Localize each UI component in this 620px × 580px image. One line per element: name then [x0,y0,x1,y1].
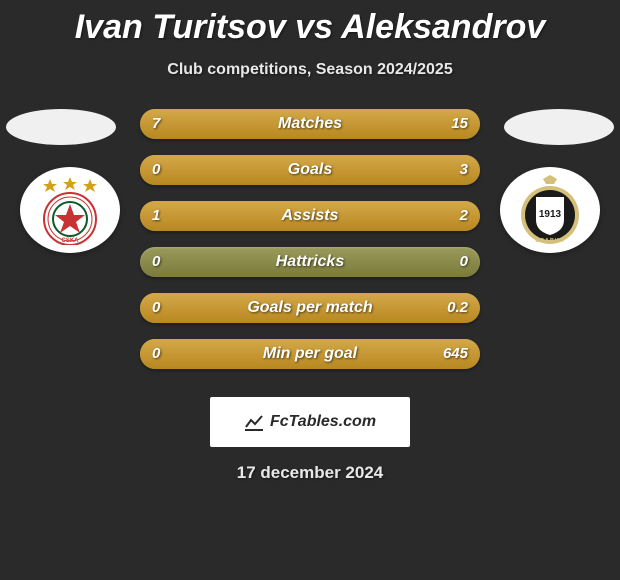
slavia-crest-icon: 1913 СЛАВИЯ [510,175,590,245]
stat-label: Hattricks [140,247,480,277]
svg-text:CSKA: CSKA [61,238,79,244]
stat-label: Assists [140,201,480,231]
stat-row: 0Hattricks0 [140,247,480,277]
snapshot-date: 17 december 2024 [0,463,620,483]
stat-value-left: 0 [152,339,160,369]
club-crest-right: 1913 СЛАВИЯ [500,167,600,253]
stat-row: 0Goals3 [140,155,480,185]
page-title: Ivan Turitsov vs Aleksandrov [0,0,620,47]
stat-label: Goals [140,155,480,185]
stat-row: 0Min per goal645 [140,339,480,369]
stat-bars: 7Matches150Goals31Assists20Hattricks00Go… [140,109,480,385]
club-crest-left: CSKA [20,167,120,253]
fctables-logo-icon [244,413,264,431]
comparison-panel: CSKA 1913 СЛАВИЯ 7Matches150Goals31Assis… [0,109,620,389]
platform-right [504,109,614,145]
page-subtitle: Club competitions, Season 2024/2025 [0,61,620,79]
stat-label: Matches [140,109,480,139]
stat-value-left: 0 [152,155,160,185]
stat-row: 7Matches15 [140,109,480,139]
stat-value-right: 0 [460,247,468,277]
branding-text: FcTables.com [270,413,376,431]
stat-label: Min per goal [140,339,480,369]
svg-text:СЛАВИЯ: СЛАВИЯ [535,238,565,244]
stat-value-left: 7 [152,109,160,139]
stat-value-left: 0 [152,247,160,277]
crest-left-circle: CSKA [20,167,120,253]
stat-row: 1Assists2 [140,201,480,231]
stat-value-right: 2 [460,201,468,231]
branding-badge: FcTables.com [210,397,410,447]
stat-value-right: 15 [451,109,468,139]
stat-value-right: 645 [443,339,468,369]
crest-right-year: 1913 [539,209,562,220]
stat-value-right: 0.2 [447,293,468,323]
stat-value-left: 0 [152,293,160,323]
crest-right-circle: 1913 СЛАВИЯ [500,167,600,253]
stat-label: Goals per match [140,293,480,323]
stat-value-right: 3 [460,155,468,185]
cska-crest-icon: CSKA [30,175,110,245]
platform-left [6,109,116,145]
stat-value-left: 1 [152,201,160,231]
stat-row: 0Goals per match0.2 [140,293,480,323]
